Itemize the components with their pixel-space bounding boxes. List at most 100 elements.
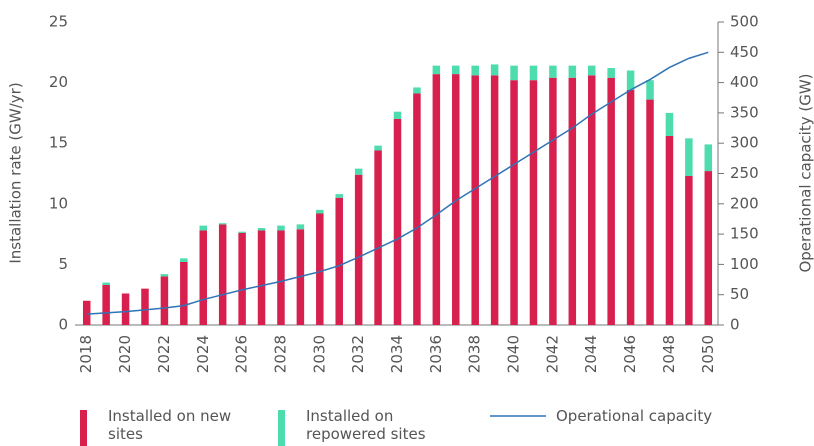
y-tick-label: 0 bbox=[58, 316, 68, 334]
bar bbox=[374, 150, 382, 325]
bar bbox=[665, 135, 674, 325]
legend-label: Installed on new sites bbox=[108, 407, 232, 443]
bar bbox=[432, 65, 441, 75]
bar bbox=[374, 145, 382, 151]
x-tick-label: 2042 bbox=[543, 335, 561, 373]
legend-label: Installed on repowered sites bbox=[306, 407, 426, 443]
y-tick-label: 10 bbox=[49, 194, 68, 212]
bar bbox=[685, 138, 693, 176]
bar bbox=[102, 282, 110, 286]
bar bbox=[180, 261, 188, 325]
y2-tick-label: 0 bbox=[730, 316, 740, 334]
bar bbox=[510, 65, 518, 81]
y2-tick-label: 200 bbox=[730, 194, 759, 212]
y2-tick-label: 400 bbox=[730, 73, 759, 91]
bar bbox=[102, 285, 110, 325]
bar bbox=[607, 77, 615, 325]
y2-tick-label: 500 bbox=[730, 13, 759, 31]
x-tick-label: 2032 bbox=[349, 335, 367, 373]
bar bbox=[568, 77, 577, 325]
bar bbox=[316, 209, 324, 214]
bar bbox=[529, 65, 538, 81]
y-tick-label: 20 bbox=[49, 73, 68, 91]
bar bbox=[121, 293, 130, 325]
bar bbox=[82, 300, 91, 325]
bar bbox=[452, 65, 460, 75]
bar bbox=[160, 276, 169, 325]
bar bbox=[413, 93, 421, 326]
x-tick-label: 2044 bbox=[582, 335, 600, 373]
line bbox=[86, 51, 709, 315]
bar bbox=[354, 174, 363, 325]
bar bbox=[471, 65, 479, 76]
bar bbox=[160, 274, 169, 277]
y2-tick-label: 100 bbox=[730, 255, 759, 273]
legend-swatch bbox=[80, 410, 87, 446]
x-tick-label: 2040 bbox=[505, 335, 523, 373]
y-tick-label: 25 bbox=[49, 13, 68, 31]
x-tick-label: 2050 bbox=[699, 335, 717, 373]
bar bbox=[141, 288, 149, 325]
bar bbox=[393, 118, 402, 326]
bar bbox=[277, 225, 285, 231]
bar bbox=[238, 232, 246, 325]
bar bbox=[257, 228, 266, 231]
y2-tick-label: 450 bbox=[730, 43, 759, 61]
bar bbox=[432, 74, 441, 325]
bar bbox=[316, 213, 324, 325]
y2-tick-label: 350 bbox=[730, 103, 759, 121]
legend-label: Operational capacity bbox=[556, 407, 713, 425]
y2-tick-label: 300 bbox=[730, 134, 759, 152]
bar bbox=[704, 171, 713, 325]
bar bbox=[393, 111, 402, 119]
bar bbox=[529, 80, 538, 326]
bar bbox=[626, 70, 635, 90]
bar bbox=[199, 225, 208, 231]
bar bbox=[490, 75, 499, 325]
bar bbox=[568, 65, 577, 78]
x-tick-label: 2020 bbox=[116, 335, 134, 373]
bar bbox=[335, 197, 343, 325]
x-tick-label: 2018 bbox=[77, 335, 95, 373]
legend-swatch bbox=[278, 410, 285, 446]
bar bbox=[665, 112, 674, 136]
y2-axis-label: Operational capacity (GW) bbox=[797, 73, 814, 272]
bar bbox=[238, 231, 246, 233]
bar bbox=[218, 224, 227, 325]
y-tick-label: 15 bbox=[49, 134, 68, 152]
y2-tick-label: 50 bbox=[730, 285, 749, 303]
x-tick-label: 2028 bbox=[271, 335, 289, 373]
bar bbox=[180, 258, 188, 262]
x-tick-label: 2038 bbox=[466, 335, 484, 373]
bar bbox=[704, 144, 713, 172]
bar bbox=[587, 75, 596, 325]
bar bbox=[199, 230, 208, 325]
bar bbox=[685, 175, 693, 325]
y-axis-label: Installation rate (GW/yr) bbox=[7, 82, 25, 263]
bar bbox=[607, 68, 615, 78]
x-tick-label: 2022 bbox=[155, 335, 173, 373]
bar bbox=[277, 230, 285, 325]
x-tick-label: 2034 bbox=[388, 335, 406, 373]
bar bbox=[646, 99, 654, 326]
bar bbox=[413, 87, 421, 94]
x-tick-label: 2036 bbox=[427, 335, 445, 373]
bar bbox=[587, 65, 596, 76]
x-tick-label: 2046 bbox=[621, 335, 639, 373]
y-tick-label: 5 bbox=[58, 255, 68, 273]
bar bbox=[626, 89, 635, 325]
bar bbox=[335, 194, 343, 198]
bar bbox=[471, 75, 479, 325]
bar bbox=[549, 65, 557, 78]
bar bbox=[296, 224, 305, 230]
bar bbox=[354, 168, 363, 175]
bar bbox=[646, 80, 654, 100]
bar bbox=[490, 64, 499, 76]
x-tick-label: 2024 bbox=[194, 335, 212, 373]
x-tick-label: 2030 bbox=[310, 335, 328, 373]
bar bbox=[257, 230, 266, 325]
bar bbox=[510, 80, 518, 326]
bar bbox=[549, 77, 557, 325]
